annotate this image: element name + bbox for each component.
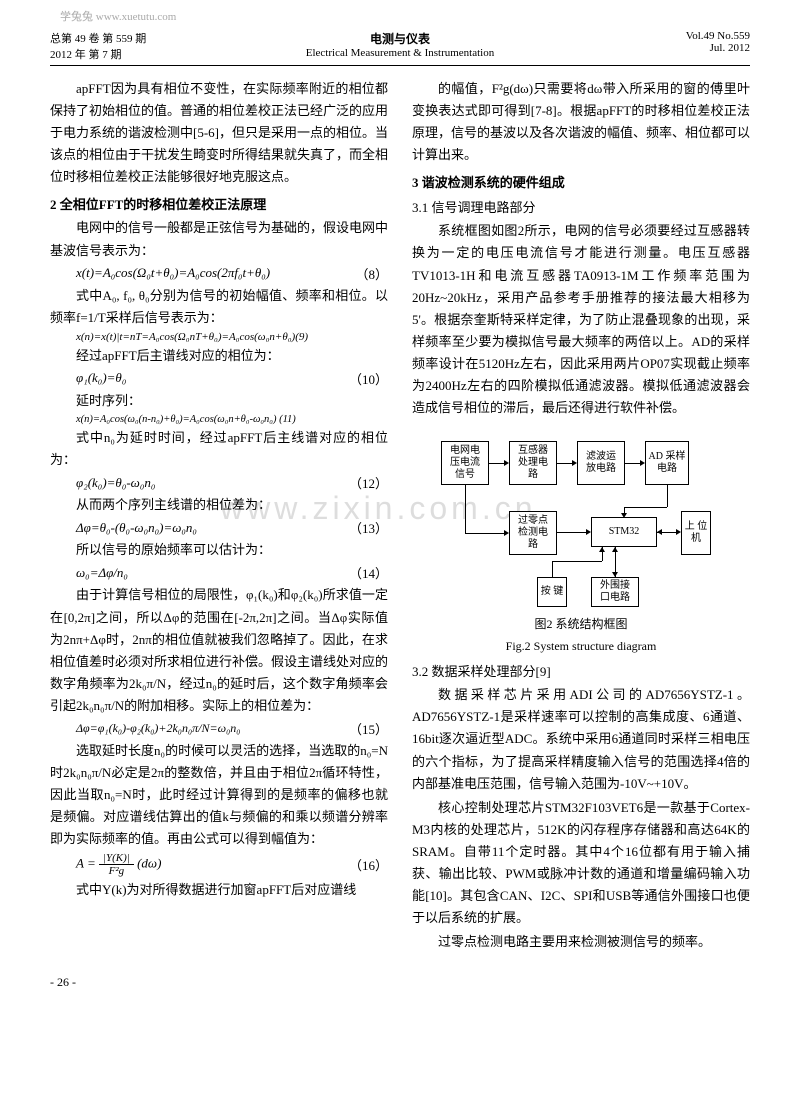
header-right-date: Jul. 2012 (620, 42, 750, 54)
header-year-issue: 2012 年 第 7 期 (50, 46, 180, 62)
para: 由于计算信号相位的局限性，φ₁(k₀)和φ₂(k₀)所求值一定在[0,2π]之间… (50, 584, 388, 717)
para: 核心控制处理芯片STM32F103VET6是一款基于Cortex-M3内核的处理… (412, 797, 750, 930)
box-transformer: 互感器 处理电 路 (509, 441, 557, 485)
eq-body: ω₀=Δφ/n₀ (76, 565, 128, 581)
para: 电网中的信号一般都是正弦信号为基础的，假设电网中基波信号表示为： (50, 217, 388, 261)
box-periph-io: 外围接 口电路 (591, 577, 639, 607)
para: 选取延时长度n₀的时候可以灵活的选择，当选取的n₀=N时2k₀n₀π/N必定是2… (50, 740, 388, 850)
equation-13: Δφ=θ₀-(θ₀-ω₀n₀)=ω₀n₀ （13） (50, 518, 388, 537)
eq-num: （14） (349, 563, 388, 582)
para: 式中A₀, f₀, θ₀分别为信号的初始幅值、频率和相位。以频率f=1/T采样后… (50, 285, 388, 329)
eq-body: x(t)=A₀cos(Ω₀t+θ₀)=A₀cos(2πf₀t+θ₀) (76, 265, 270, 281)
eq-body: φ₁(k₀)=θ₀ (76, 370, 126, 386)
para: 过零点检测电路主要用来检测被测信号的频率。 (412, 931, 750, 953)
para: 式中Y(k)为对所得数据进行加窗apFFT后对应谱线 (50, 879, 388, 901)
equation-10: φ₁(k₀)=θ₀ （10） (50, 369, 388, 388)
left-column: apFFT因为具有相位不变性，在实际频率附近的相位都保持了初始相位的值。普通的相… (50, 78, 388, 955)
eq-body: A = |Y(K)| F²g (dω) (76, 852, 161, 877)
header-right-vol: Vol.49 No.559 (620, 30, 750, 42)
eq-num: （12） (349, 473, 388, 492)
eq-num: （10） (349, 369, 388, 388)
box-filter-amp: 滤波运 放电路 (577, 441, 625, 485)
para: 数据采样芯片采用ADI公司的AD7656YSTZ-1。AD7656YSTZ-1是… (412, 684, 750, 794)
journal-title-en: Electrical Measurement & Instrumentation (180, 47, 620, 59)
para: 延时序列： (50, 390, 388, 412)
eq-num: （13） (349, 518, 388, 537)
right-column: 的幅值，F²g(dω)只需要将dω带入所采用的窗的傅里叶变换表达式即可得到[7-… (412, 78, 750, 955)
fraction: |Y(K)| F²g (99, 852, 134, 877)
para: 所以信号的原始频率可以估计为： (50, 539, 388, 561)
fig2-caption-zh: 图2 系统结构框图 (412, 615, 750, 633)
equation-11: x(n)=A₀cos(ω₀(n-n₀)+θ₀)=A₀cos(ω₀n+θ₀-ω₀n… (50, 414, 388, 425)
equation-16: A = |Y(K)| F²g (dω) （16） (50, 852, 388, 877)
para: 式中n₀为延时时间，经过apFFT后主线谱对应的相位为： (50, 427, 388, 471)
box-keys: 按 键 (537, 577, 567, 607)
section-2-title: 2 全相位FFT的时移相位差校正法原理 (50, 194, 388, 213)
equation-15: Δφ=φ₁(k₀)-φ₂(k₀)+2k₀n₀π/N=ω₀n₀ （15） (50, 719, 388, 738)
frac-bot: F²g (109, 865, 125, 877)
watermark-top: 学兔兔 www.xuetutu.com (60, 8, 176, 24)
eq-body: x(n)=A₀cos(ω₀(n-n₀)+θ₀)=A₀cos(ω₀n+θ₀-ω₀n… (76, 414, 296, 425)
eq16-tail: (dω) (137, 856, 161, 871)
frac-top: |Y(K)| (99, 852, 134, 865)
box-zero-cross: 过零点 检测电 路 (509, 511, 557, 555)
content-columns: apFFT因为具有相位不变性，在实际频率附近的相位都保持了初始相位的值。普通的相… (50, 78, 750, 955)
equation-12: φ₂(k₀)=θ₀-ω₀n₀ （12） (50, 473, 388, 492)
box-stm32: STM32 (591, 517, 657, 547)
header-vol-issue: 总第 49 卷 第 559 期 (50, 30, 180, 46)
para: 经过apFFT后主谱线对应的相位为： (50, 345, 388, 367)
eq-num: （15） (349, 719, 388, 738)
equation-9: x(n)=x(t)|t=nT=A₀cos(Ω₀nT+θ₀)=A₀cos(ω₀n+… (50, 331, 388, 343)
equation-14: ω₀=Δφ/n₀ （14） (50, 563, 388, 582)
journal-title-zh: 电测与仪表 (180, 30, 620, 47)
equation-8: x(t)=A₀cos(Ω₀t+θ₀)=A₀cos(2πf₀t+θ₀) （8） (50, 264, 388, 283)
para: 从而两个序列主线谱的相位差为： (50, 494, 388, 516)
box-host-pc: 上 位 机 (681, 511, 711, 555)
section-32-title: 3.2 数据采样处理部分[9] (412, 661, 750, 680)
para: 的幅值，F²g(dω)只需要将dω带入所采用的窗的傅里叶变换表达式即可得到[7-… (412, 78, 750, 166)
eq-body: φ₂(k₀)=θ₀-ω₀n₀ (76, 475, 155, 491)
eq-body: Δφ=φ₁(k₀)-φ₂(k₀)+2k₀n₀π/N=ω₀n₀ (76, 721, 240, 736)
section-31-title: 3.1 信号调理电路部分 (412, 197, 750, 216)
box-ad-sample: AD 采样 电路 (645, 441, 689, 485)
para: 系统框图如图2所示，电网的信号必须要经过互感器转换为一定的电压电流信号才能进行测… (412, 220, 750, 419)
eq16-lhs: A = (76, 856, 96, 871)
eq-body: Δφ=θ₀-(θ₀-ω₀n₀)=ω₀n₀ (76, 520, 197, 536)
eq-num: （16） (349, 855, 388, 874)
page-header: 总第 49 卷 第 559 期 2012 年 第 7 期 电测与仪表 Elect… (50, 30, 750, 66)
fig2-caption-en: Fig.2 System structure diagram (412, 637, 750, 655)
system-structure-diagram: 电网电 压电流 信号 互感器 处理电 路 滤波运 放电路 AD 采样 电路 过零… (441, 431, 721, 611)
eq-num: （8） (355, 264, 388, 283)
box-grid-signal: 电网电 压电流 信号 (441, 441, 489, 485)
page-number: - 26 - (50, 975, 750, 990)
para: apFFT因为具有相位不变性，在实际频率附近的相位都保持了初始相位的值。普通的相… (50, 78, 388, 188)
section-3-title: 3 谐波检测系统的硬件组成 (412, 172, 750, 191)
eq-body: x(n)=x(t)|t=nT=A₀cos(Ω₀nT+θ₀)=A₀cos(ω₀n+… (76, 331, 308, 343)
